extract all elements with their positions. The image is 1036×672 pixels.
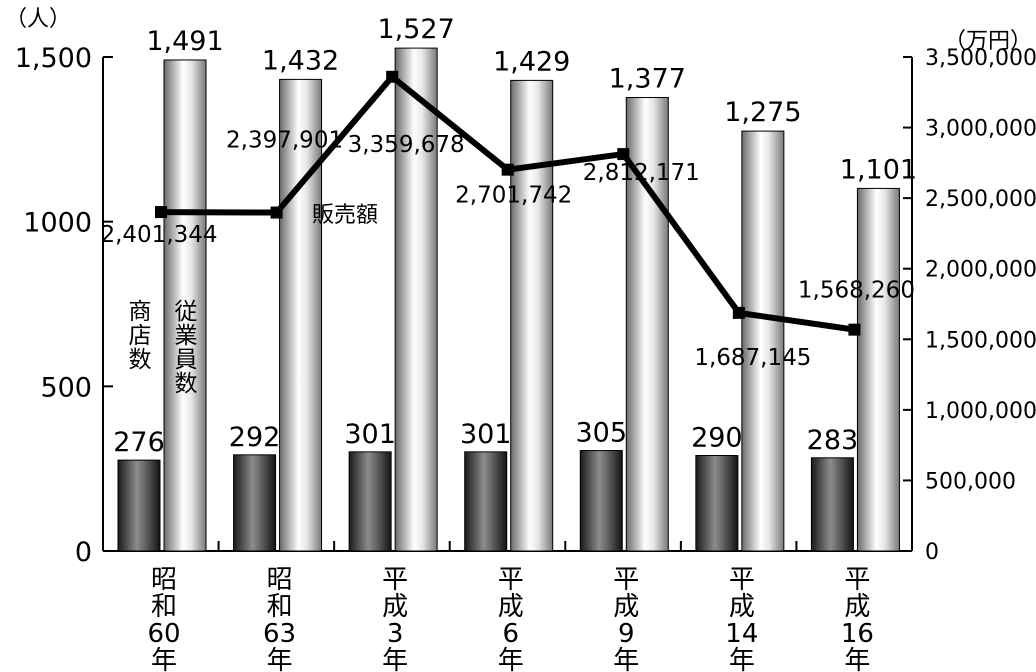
sales-point-marker [617, 148, 630, 161]
x-category-label: 年 [267, 646, 293, 672]
sales-point-marker [155, 206, 167, 219]
x-category-label: 63 [263, 619, 296, 649]
sales-point-marker [732, 306, 745, 319]
x-category-label: 年 [844, 646, 870, 672]
labels: 2761,491昭和60年2921,432昭和63年3011,527平成3年30… [100, 14, 917, 672]
employee-bar [163, 59, 207, 552]
x-category-label: 6 [502, 619, 519, 649]
employee-value-label: 1,527 [377, 14, 454, 45]
y-left-unit: （人） [5, 7, 71, 32]
sales-value-label: 2,812,171 [583, 160, 700, 186]
x-category-label: 昭 [267, 565, 293, 595]
employee-series-name: 従 [175, 299, 198, 325]
employee-value-label: 1,491 [146, 26, 223, 57]
y-left-tick-label: 0 [75, 537, 92, 568]
axes: 0 500 1000 1,500 0 500,000 1,000,000 1,500,000 2… [5, 7, 1036, 568]
employee-bar [856, 187, 900, 552]
employee-bar [625, 97, 669, 552]
employee-value-label: 1,377 [609, 64, 686, 95]
y-left-tick-label: 500 [40, 372, 92, 403]
x-category-label: 和 [151, 592, 177, 622]
store-series-name: 数 [129, 347, 152, 373]
employee-bar [394, 47, 438, 552]
employee-value-label: 1,101 [840, 154, 917, 185]
store-value-label: 292 [229, 422, 281, 453]
store-series-name: 商 [129, 299, 152, 325]
x-category-label: 9 [618, 619, 635, 649]
store-bar [579, 450, 623, 552]
x-category-label: 年 [151, 646, 177, 672]
x-category-label: 平 [382, 565, 408, 595]
x-category-label: 昭 [151, 565, 177, 595]
x-category-label: 60 [147, 619, 180, 649]
x-category-label: 3 [387, 619, 404, 649]
employee-value-label: 1,432 [262, 45, 339, 76]
sales-value-label: 1,568,260 [798, 278, 915, 304]
sales-series-name: 販売額 [312, 203, 378, 228]
store-value-label: 283 [807, 425, 859, 456]
store-value-label: 305 [576, 418, 628, 449]
x-category-label: 成 [382, 592, 408, 622]
store-bar [810, 457, 854, 552]
x-category-label: 成 [844, 592, 870, 622]
x-category-label: 年 [613, 646, 639, 672]
store-bar [464, 451, 508, 552]
y-left-tick-label: 1000 [23, 208, 92, 239]
bars [117, 47, 900, 552]
x-category-label: 16 [841, 619, 874, 649]
y-right-tick-label: 2,500,000 [925, 187, 1036, 212]
employee-series-name: 業 [175, 323, 198, 349]
store-bar [233, 454, 277, 552]
employee-bar [279, 78, 323, 552]
sales-point-marker [501, 163, 514, 176]
store-value-label: 276 [113, 427, 165, 458]
sales-line [155, 70, 861, 336]
employee-bar [510, 79, 554, 552]
y-left-tick-label: 1,500 [15, 43, 92, 74]
y-right-tick-label: 500,000 [925, 469, 1016, 494]
sales-point-marker [270, 206, 283, 219]
store-value-label: 301 [460, 419, 512, 450]
employee-value-label: 1,429 [493, 46, 570, 77]
store-bar [117, 459, 161, 552]
sales-value-label: 1,687,145 [694, 345, 811, 371]
store-bar [695, 454, 739, 552]
store-bar [348, 451, 392, 552]
employee-series-name: 数 [175, 371, 198, 397]
y-right-tick-label: 3,500,000 [925, 46, 1036, 71]
y-right-unit: （万円） [944, 29, 1032, 54]
x-category-label: 年 [729, 646, 755, 672]
store-series-name: 店 [129, 323, 152, 349]
y-right-tick-label: 1,500,000 [925, 328, 1036, 353]
x-category-label: 年 [382, 646, 408, 672]
x-category-label: 平 [729, 565, 755, 595]
x-category-label: 平 [498, 565, 524, 595]
sales-value-label: 2,401,344 [100, 222, 217, 248]
employee-value-label: 1,275 [724, 97, 801, 128]
x-category-label: 年 [498, 646, 524, 672]
sales-value-label: 3,359,678 [348, 132, 465, 158]
sales-point-marker [386, 70, 399, 83]
x-category-label: 和 [267, 592, 293, 622]
y-right-tick-label: 3,000,000 [925, 117, 1036, 142]
x-category-label: 平 [613, 565, 639, 595]
sales-value-label: 2,701,742 [455, 183, 572, 209]
x-category-label: 成 [613, 592, 639, 622]
x-category-label: 平 [844, 565, 870, 595]
sales-point-marker [848, 323, 861, 336]
y-right-tick-label: 0 [925, 540, 939, 565]
y-right-tick-label: 2,000,000 [925, 258, 1036, 283]
sales-value-label: 2,397,901 [226, 128, 343, 154]
x-category-label: 成 [498, 592, 524, 622]
x-category-label: 14 [725, 619, 758, 649]
employee-series-name: 員 [175, 347, 198, 373]
y-right-tick-label: 1,000,000 [925, 399, 1036, 424]
employee-bar [741, 130, 785, 552]
x-category-label: 成 [729, 592, 755, 622]
store-value-label: 290 [691, 422, 743, 453]
store-value-label: 301 [344, 419, 396, 450]
